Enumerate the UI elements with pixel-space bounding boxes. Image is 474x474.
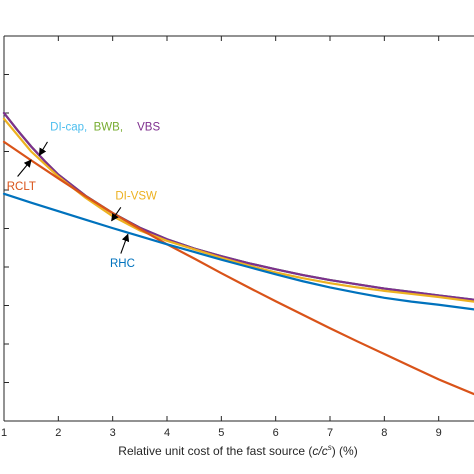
annotation-arrow-di-cap — [38, 141, 48, 157]
annotation-arrow-di-vsw — [111, 207, 122, 222]
x-axis-label: Relative unit cost of the fast source (c… — [118, 443, 357, 458]
x-tick-label: 3 — [110, 427, 116, 439]
series-line-rhc — [2, 192, 474, 311]
annotation-vbs: VBS — [137, 121, 160, 133]
x-tick-label: 1 — [1, 427, 7, 439]
series-line-rclt — [2, 140, 474, 396]
x-tick-label: 5 — [218, 427, 224, 439]
axes: 1 2 3 4 5 6 7 8 9 — [1, 35, 474, 439]
annotation-arrow-rclt — [17, 159, 32, 177]
x-tick-label: 8 — [381, 427, 387, 439]
x-tick-label: 9 — [436, 427, 442, 439]
annotation-layer: DI-cap, BWB, VBS RCLT DI-VSW RHC — [7, 121, 161, 270]
x-tick-label: 6 — [273, 427, 279, 439]
annotation-rhc: RHC — [110, 258, 135, 270]
annotation-di-vsw: DI-VSW — [115, 191, 157, 203]
annotation-rclt: RCLT — [7, 181, 36, 193]
x-tick-label: 7 — [327, 427, 333, 439]
annotation-di-cap: DI-cap, — [50, 121, 87, 133]
annotation-arrow-rhc — [120, 233, 130, 254]
series-line-vbs — [2, 111, 474, 301]
x-tick-label: 4 — [164, 427, 170, 439]
x-tick-label: 2 — [55, 427, 61, 439]
series-layer — [2, 111, 474, 396]
annotation-bwb: BWB, — [94, 121, 123, 133]
